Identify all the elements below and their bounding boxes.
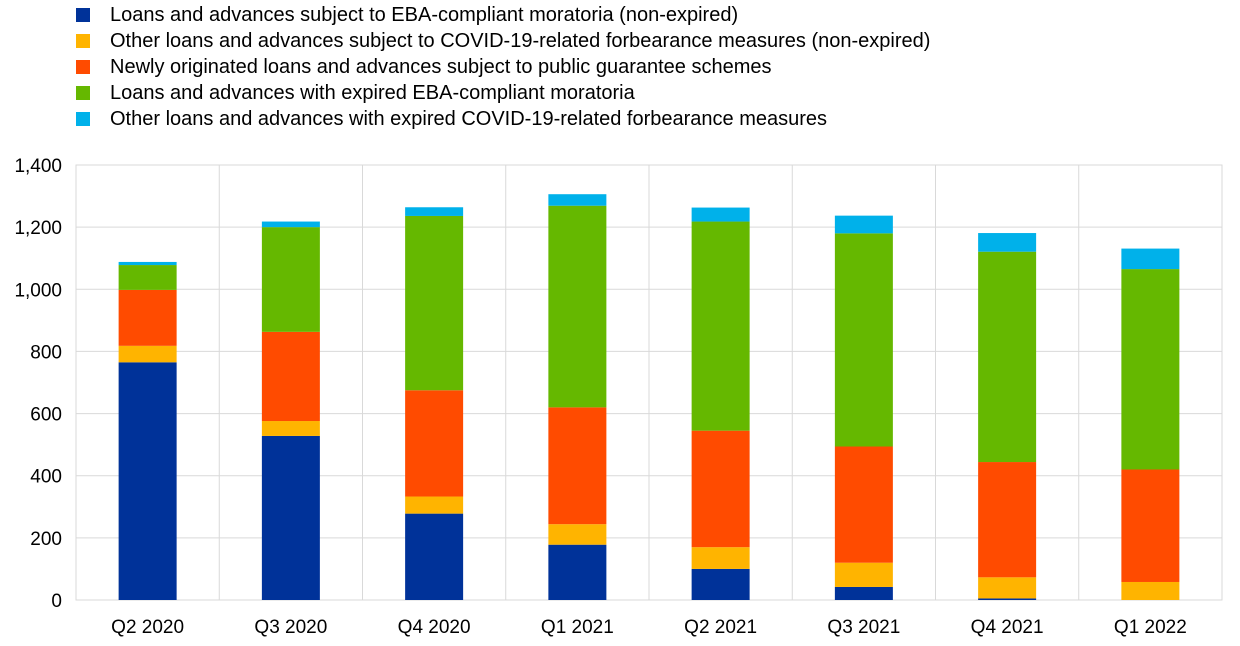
bar-segment [405,207,464,216]
bar-segment [834,562,893,587]
legend-item: Newly originated loans and advances subj… [76,54,930,80]
bar-segment [548,407,607,525]
bar-segment [691,547,750,569]
x-tick-label: Q4 2021 [971,617,1044,638]
bar-segment [261,227,320,332]
legend-swatch [76,34,90,48]
bar-segment [691,221,750,431]
bar-segment [548,205,607,408]
x-tick-label: Q3 2021 [827,617,900,638]
bar-segment [261,421,320,436]
bar-segment [691,430,750,548]
legend-item: Other loans and advances with expired CO… [76,106,930,132]
x-tick-label: Q2 2020 [111,617,184,638]
bar-segment [978,233,1037,252]
y-axis: 0 200 400 600 800 1,000 1,200 1,400 [14,156,62,612]
x-tick-label: Q1 2022 [1114,617,1187,638]
y-tick-label: 1,200 [14,218,62,239]
legend-item: Loans and advances with expired EBA-comp… [76,80,930,106]
y-tick-label: 1,400 [14,156,62,177]
bar-segment [405,390,464,497]
bar-segment [548,524,607,545]
legend-swatch [76,60,90,74]
bar-segment [1121,581,1180,600]
bar-segment [1121,248,1180,270]
y-tick-label: 600 [30,405,62,426]
legend-label: Loans and advances subject to EBA-compli… [110,3,739,26]
bar-segment [834,586,893,600]
x-tick-label: Q1 2021 [541,617,614,638]
bar-segment [261,331,320,422]
bars [118,194,1180,600]
bar-segment [261,221,320,228]
legend: Loans and advances subject to EBA-compli… [76,2,930,132]
legend-swatch [76,8,90,22]
bar-segment [834,446,893,563]
bar-segment [834,233,893,447]
x-tick-label: Q4 2020 [398,617,471,638]
bar-segment [978,598,1037,600]
legend-swatch [76,112,90,126]
bar-segment [118,265,177,290]
bar-segment [118,289,177,346]
bar-segment [118,362,177,600]
bar-segment [978,251,1037,463]
bar-segment [691,207,750,222]
legend-label: Other loans and advances subject to COVI… [110,29,931,52]
bar-segment [405,215,464,391]
legend-label: Newly originated loans and advances subj… [110,55,772,78]
bar-segment [1121,269,1180,470]
bar-segment [118,345,177,363]
bar-segment [118,261,177,266]
y-tick-label: 200 [30,529,62,550]
y-tick-label: 0 [51,591,62,612]
legend-item: Other loans and advances subject to COVI… [76,28,930,54]
y-tick-label: 1,000 [14,280,62,301]
bar-segment [548,544,607,600]
bar-segment [405,513,464,600]
bar-segment [834,215,893,234]
bar-segment [691,568,750,600]
y-tick-label: 400 [30,467,62,488]
y-tick-label: 800 [30,342,62,363]
bar-segment [405,496,464,514]
x-axis: Q2 2020 Q3 2020 Q4 2020 Q1 2021 Q2 2021 Q3 20… [111,617,1187,638]
x-tick-label: Q2 2021 [684,617,757,638]
bar-segment [978,577,1037,599]
grid [75,164,1223,601]
legend-swatch [76,86,90,100]
legend-item: Loans and advances subject to EBA-compli… [76,2,930,28]
bar-segment [1121,469,1180,582]
bar-segment [261,435,320,600]
legend-label: Loans and advances with expired EBA-comp… [110,81,635,104]
bar-segment [978,462,1037,578]
legend-label: Other loans and advances with expired CO… [110,107,828,130]
bar-segment [548,194,607,206]
x-tick-label: Q3 2020 [254,617,327,638]
